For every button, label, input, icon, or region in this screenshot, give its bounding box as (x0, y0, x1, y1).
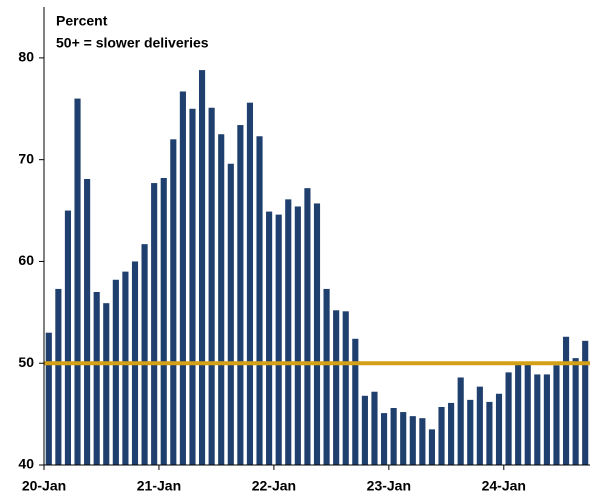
bar (141, 244, 148, 465)
bar (198, 70, 206, 465)
bar (170, 139, 177, 466)
bar (64, 210, 72, 465)
bar (45, 332, 52, 465)
bar (524, 363, 531, 465)
bar (74, 98, 81, 465)
bar (361, 395, 368, 465)
bar (543, 374, 550, 465)
bar (515, 362, 522, 465)
bar (237, 125, 244, 465)
bar (448, 402, 455, 465)
bar (582, 340, 589, 465)
bar (342, 311, 349, 465)
bar (275, 214, 282, 465)
bar (438, 406, 445, 465)
bar (93, 291, 100, 465)
bar (84, 179, 91, 465)
bar (400, 412, 407, 465)
bar (160, 177, 167, 465)
y-tick-label: 60 (18, 252, 34, 268)
bar (304, 188, 311, 466)
bar (246, 102, 254, 465)
bar (380, 413, 388, 465)
x-tick-label: 24-Jan (482, 478, 526, 494)
bar (428, 429, 436, 465)
bar (390, 408, 397, 465)
bar (486, 401, 493, 465)
y-tick-label: 40 (18, 456, 34, 472)
bar (208, 107, 215, 465)
y-tick-label: 80 (18, 49, 34, 65)
bar (55, 288, 62, 465)
x-tick-label: 20-Jan (22, 478, 66, 494)
bar (505, 372, 512, 465)
chart-title: Percent (56, 13, 108, 29)
bar (151, 183, 158, 465)
bar (179, 91, 186, 465)
bar (103, 303, 110, 465)
bar (495, 393, 503, 465)
x-tick-label: 22-Jan (252, 478, 296, 494)
bar (112, 279, 119, 465)
bar (266, 211, 273, 465)
bar (572, 358, 579, 465)
bar (409, 416, 416, 465)
bar (467, 399, 474, 465)
bar (323, 288, 330, 465)
y-tick-label: 70 (18, 150, 34, 166)
bar (562, 336, 570, 465)
bar (352, 338, 359, 465)
x-tick-label: 21-Jan (137, 478, 181, 494)
bar (534, 374, 541, 465)
bar (553, 365, 560, 465)
bar (333, 310, 340, 465)
bar (285, 199, 292, 466)
bar (313, 203, 321, 466)
bar (189, 108, 196, 466)
bar (122, 271, 129, 465)
x-tick-label: 23-Jan (367, 478, 411, 494)
bar (457, 377, 464, 465)
bar (476, 386, 483, 465)
bar (227, 163, 234, 465)
chart-subtitle: 50+ = slower deliveries (56, 35, 209, 51)
bar (256, 136, 263, 465)
y-tick-label: 50 (18, 354, 34, 370)
bar (294, 206, 301, 466)
bar (218, 134, 225, 465)
bar (419, 418, 426, 465)
bar (371, 391, 378, 465)
